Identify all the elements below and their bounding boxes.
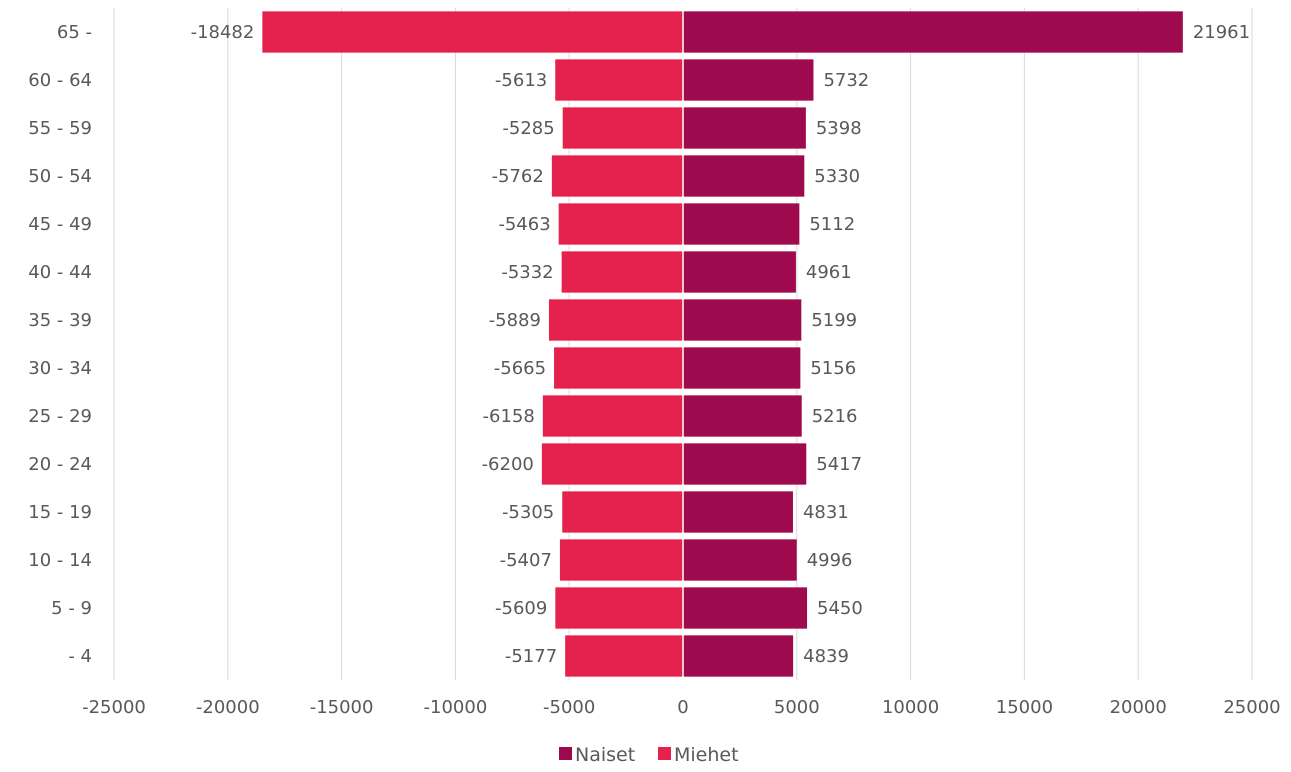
x-tick-label: -5000 [543, 697, 595, 718]
data-label-naiset: 4839 [803, 646, 849, 667]
category-label: 35 - 39 [28, 310, 92, 331]
category-label: 45 - 49 [28, 214, 92, 235]
category-label: - 4 [68, 646, 92, 667]
bar-miehet [562, 107, 683, 149]
x-tick-label: -20000 [196, 697, 260, 718]
bar-miehet [554, 347, 683, 389]
x-tick-label: 10000 [882, 697, 939, 718]
bar-miehet [565, 635, 683, 677]
bar-miehet [548, 299, 683, 341]
bar-miehet [561, 251, 683, 293]
bar-naiset [683, 59, 814, 101]
bar-layer [262, 11, 1183, 677]
bar-naiset [683, 635, 794, 677]
data-label-miehet: -5407 [500, 550, 552, 571]
legend-swatch-miehet [658, 747, 671, 760]
x-tick-label: -25000 [82, 697, 146, 718]
bar-naiset [683, 107, 806, 149]
legend-swatch-naiset [559, 747, 572, 760]
data-label-miehet: -5889 [489, 310, 541, 331]
x-tick-label: -10000 [424, 697, 488, 718]
data-label-naiset: 5156 [810, 358, 856, 379]
bar-naiset [683, 155, 805, 197]
data-label-miehet: -6200 [482, 454, 534, 475]
data-label-miehet: -5332 [501, 262, 553, 283]
x-tick-label: 0 [677, 697, 688, 718]
category-label: 65 - [57, 22, 92, 43]
bar-miehet [562, 491, 683, 533]
bar-naiset [683, 491, 793, 533]
category-label: 55 - 59 [28, 118, 92, 139]
category-label: 20 - 24 [28, 454, 92, 475]
category-label: 5 - 9 [51, 598, 92, 619]
data-label-naiset: 5417 [816, 454, 862, 475]
bar-miehet [551, 155, 683, 197]
bar-naiset [683, 587, 808, 629]
bar-naiset [683, 539, 797, 581]
x-tick-label: 20000 [1110, 697, 1167, 718]
data-label-naiset: 5112 [809, 214, 855, 235]
label-layer: 21961 -18482 5732 -5613 5398 -5285 5330 -5762 51… [191, 22, 1251, 667]
category-label: 50 - 54 [28, 166, 92, 187]
data-label-miehet: -5665 [494, 358, 546, 379]
data-label-miehet: -5285 [502, 118, 554, 139]
bar-naiset [683, 251, 796, 293]
bar-naiset [683, 347, 801, 389]
data-label-naiset: 5450 [817, 598, 863, 619]
data-label-naiset: 21961 [1193, 22, 1250, 43]
category-label: 60 - 64 [28, 70, 92, 91]
legend-label-miehet: Miehet [674, 744, 739, 766]
x-tick-label: -15000 [310, 697, 374, 718]
data-label-naiset: 5732 [823, 70, 869, 91]
category-label: 10 - 14 [28, 550, 92, 571]
data-label-naiset: 4831 [803, 502, 849, 523]
data-label-miehet: -5613 [495, 70, 547, 91]
bar-miehet [541, 443, 683, 485]
data-label-naiset: 5216 [812, 406, 858, 427]
data-label-miehet: -5762 [492, 166, 544, 187]
x-tick-label: 5000 [774, 697, 820, 718]
category-label: 25 - 29 [28, 406, 92, 427]
legend: Naiset Miehet [559, 744, 739, 766]
bar-miehet [555, 59, 683, 101]
axis-layer: -25000 -20000 -15000 -10000 -5000 0 5000 10000 1… [28, 8, 1281, 718]
data-label-naiset: 4961 [806, 262, 852, 283]
bar-miehet [262, 11, 683, 53]
bar-naiset [683, 443, 807, 485]
data-label-miehet: -5177 [505, 646, 557, 667]
x-tick-label: 25000 [1223, 697, 1280, 718]
data-label-miehet: -6158 [483, 406, 535, 427]
bar-miehet [559, 539, 683, 581]
category-label: 40 - 44 [28, 262, 92, 283]
data-label-miehet: -5463 [498, 214, 550, 235]
bar-naiset [683, 11, 1183, 53]
category-label: 15 - 19 [28, 502, 92, 523]
data-label-naiset: 5398 [816, 118, 862, 139]
bar-naiset [683, 203, 800, 245]
data-label-miehet: -5305 [502, 502, 554, 523]
bar-miehet [558, 203, 683, 245]
data-label-naiset: 5199 [811, 310, 857, 331]
bar-naiset [683, 395, 802, 437]
category-label: 30 - 34 [28, 358, 92, 379]
x-tick-label: 15000 [996, 697, 1053, 718]
bar-naiset [683, 299, 802, 341]
data-label-miehet: -5609 [495, 598, 547, 619]
bar-miehet [542, 395, 683, 437]
data-label-naiset: 4996 [807, 550, 853, 571]
legend-label-naiset: Naiset [575, 744, 635, 766]
data-label-naiset: 5330 [814, 166, 860, 187]
data-label-miehet: -18482 [191, 22, 255, 43]
bar-miehet [555, 587, 683, 629]
